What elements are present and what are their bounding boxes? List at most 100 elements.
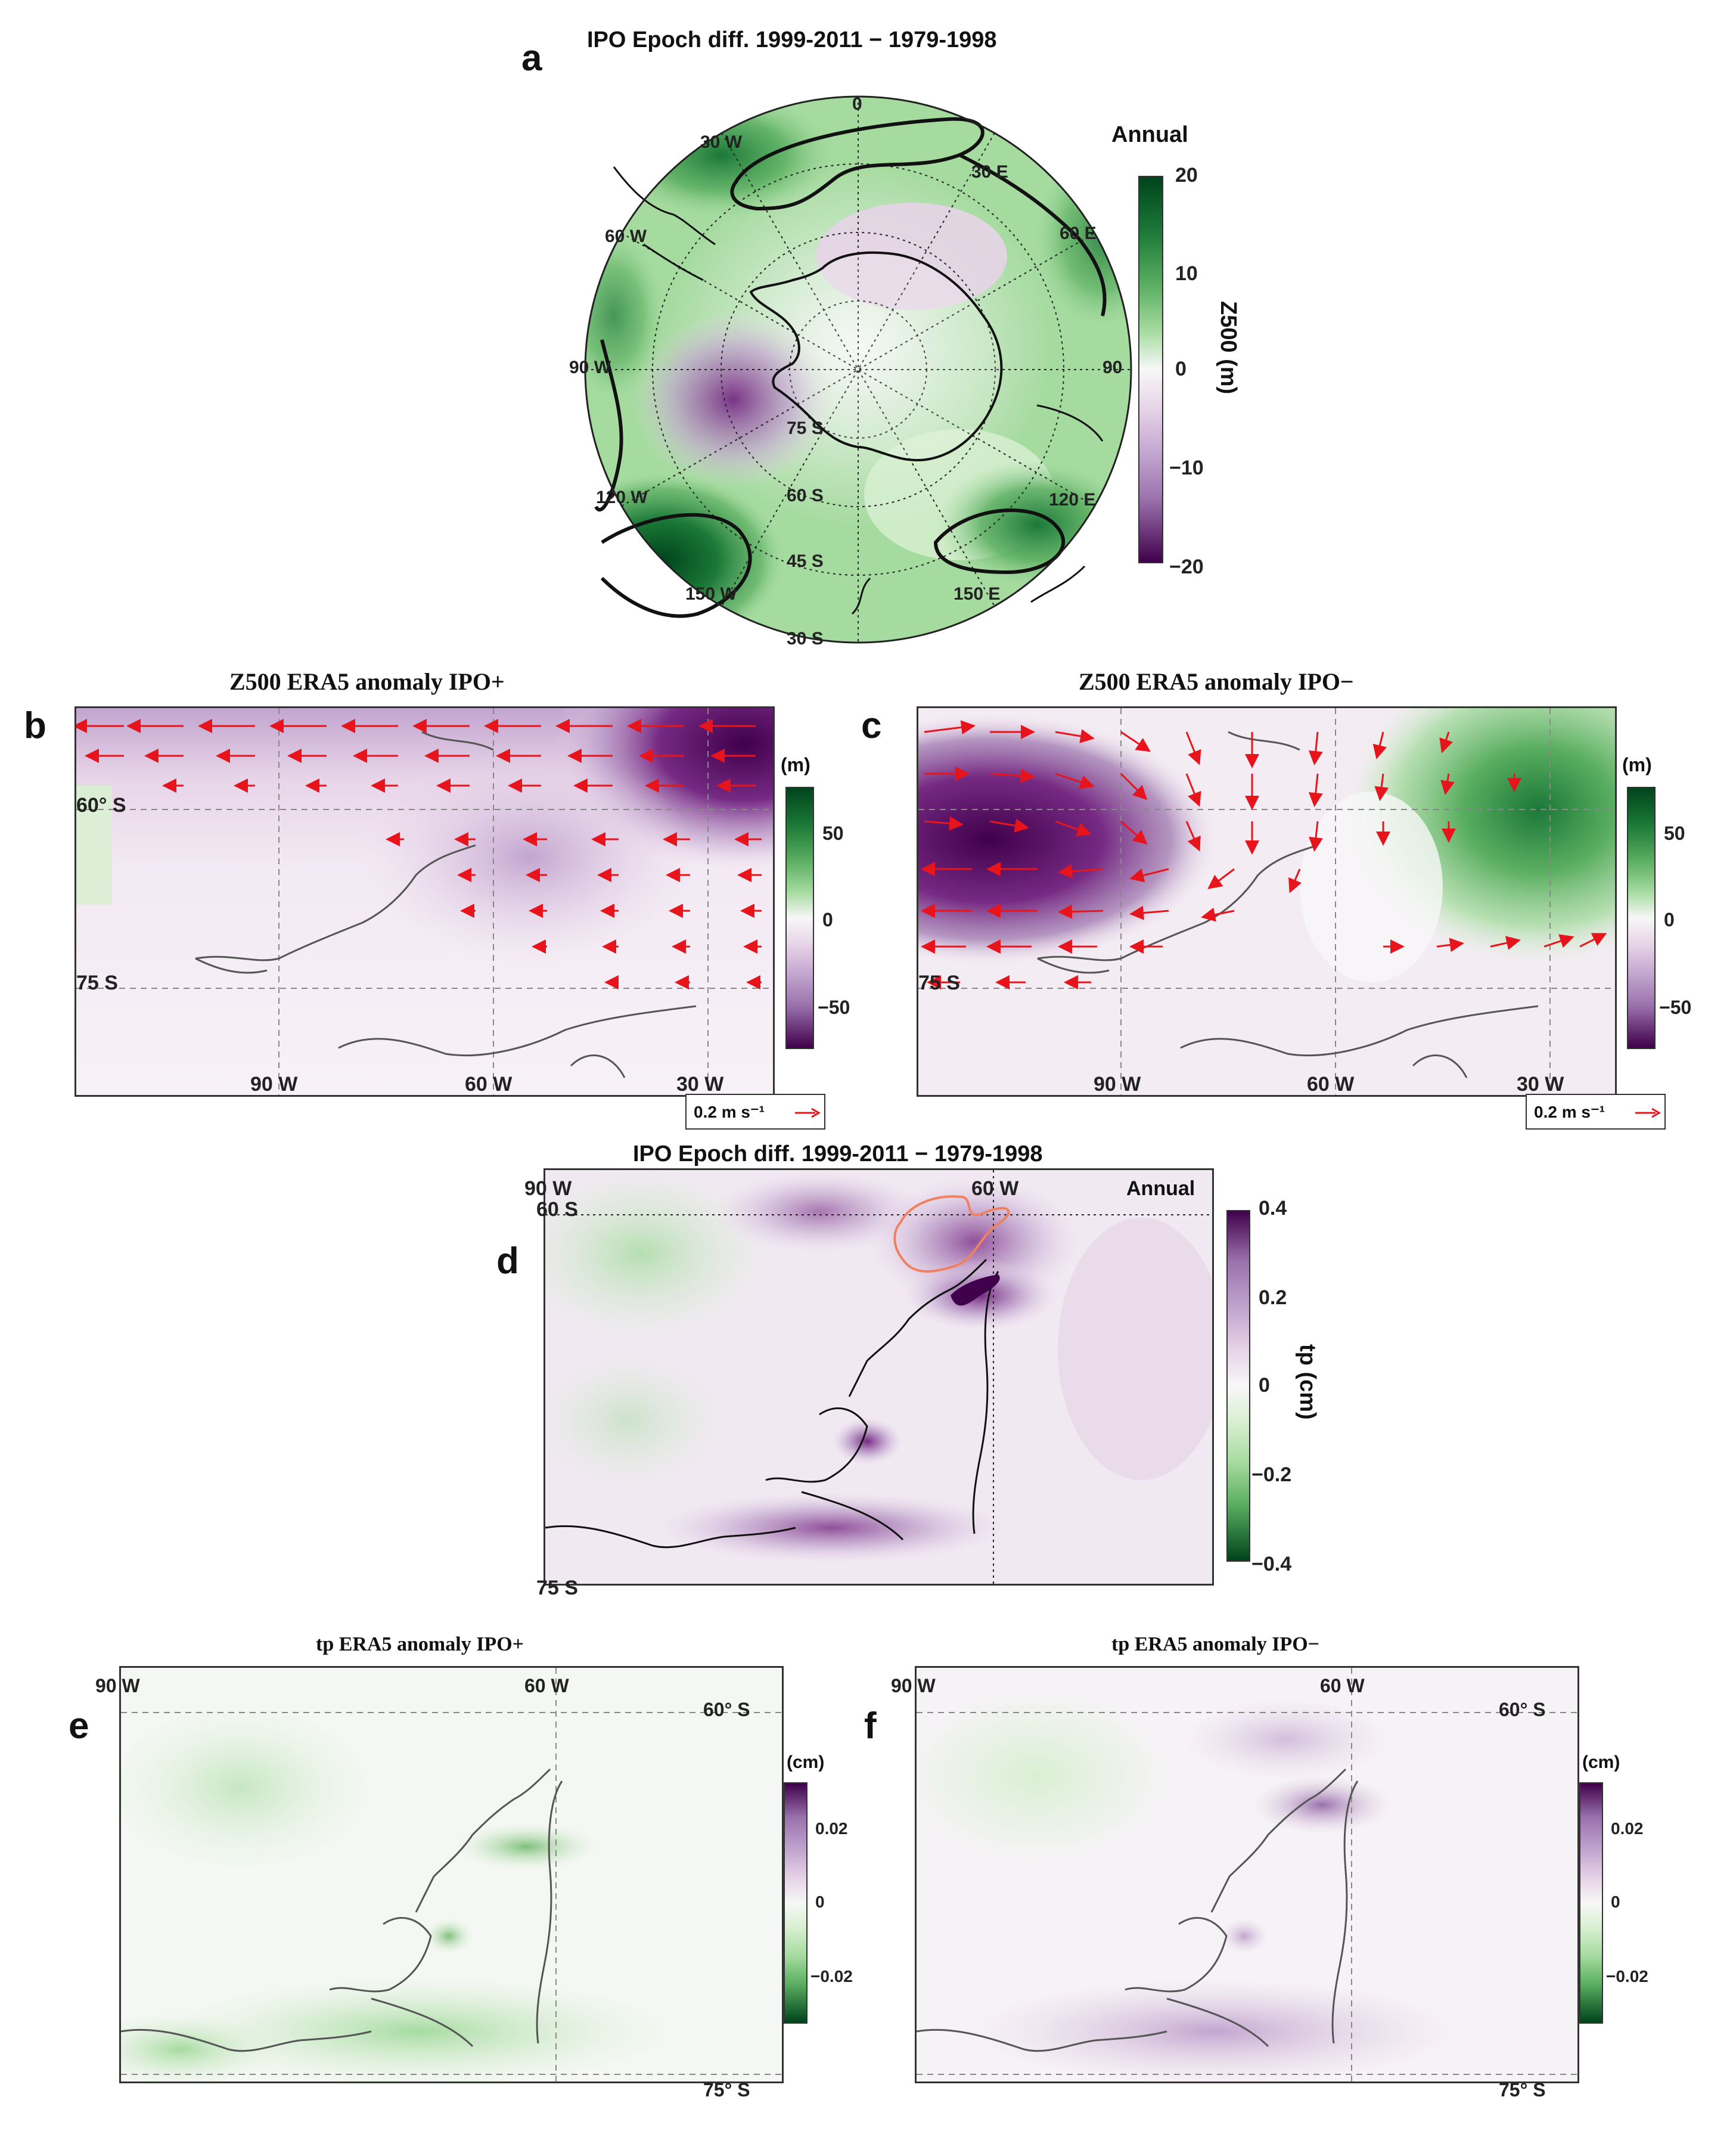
lon-label-120e: 120 E xyxy=(1049,490,1096,510)
e-colorbar-unit: (cm) xyxy=(787,1752,825,1772)
f-cb-tick-m002: −0.02 xyxy=(1606,1967,1648,1986)
e-lon-60w: 60 W xyxy=(524,1675,569,1696)
panel-c-letter: c xyxy=(861,705,882,746)
b-vector-key-label: 0.2 m s⁻¹ xyxy=(694,1103,765,1121)
cb-a-label: Z500 (m) xyxy=(1216,301,1241,395)
panel-d-letter: d xyxy=(496,1240,519,1282)
cb-a-tick-20: 20 xyxy=(1175,164,1198,187)
lat-label-45s: 45 S xyxy=(787,551,824,571)
panel-a-season: Annual xyxy=(1111,122,1188,147)
panel-a-letter: a xyxy=(521,38,542,79)
lon-label-120w: 120 W xyxy=(596,488,648,507)
e-lat-75s: 75° S xyxy=(703,2079,750,2101)
d-cb-tick-m02: −0.2 xyxy=(1251,1463,1292,1486)
panel-c-map xyxy=(917,706,1617,1097)
panel-d-title: IPO Epoch diff. 1999-2011 − 1979-1998 xyxy=(633,1141,1043,1167)
f-lat-60s: 60° S xyxy=(1499,1699,1546,1720)
lon-label-0: 0 xyxy=(852,94,862,114)
d-lat-60s: 60 S xyxy=(536,1198,578,1221)
panel-f-letter: f xyxy=(864,1705,877,1746)
lon-label-60e: 60 E xyxy=(1060,224,1097,243)
d-cb-label: tp (cm) xyxy=(1295,1344,1320,1420)
lon-label-30e: 30 E xyxy=(971,162,1008,182)
panel-f-title: tp ERA5 anomaly IPO− xyxy=(1111,1633,1320,1655)
lat-label-60s: 60 S xyxy=(787,486,824,505)
cb-a-tick-0: 0 xyxy=(1175,358,1187,380)
b-cb-tick-0: 0 xyxy=(822,909,833,930)
b-vector-key: 0.2 m s⁻¹ xyxy=(685,1094,825,1130)
antarctica-coastline xyxy=(749,251,1003,461)
f-colorbar xyxy=(1579,1782,1603,2024)
b-colorbar xyxy=(785,787,814,1049)
wind-vectors-ipo-plus xyxy=(76,719,762,989)
c-lon-30w: 30 W xyxy=(1517,1073,1564,1096)
b-lon-30w: 30 W xyxy=(676,1073,724,1096)
f-lon-90w: 90 W xyxy=(891,1675,936,1696)
b-lat-60s: 60° S xyxy=(76,794,126,817)
cb-a-tick-m10: −10 xyxy=(1169,457,1204,479)
cb-a-tick-m20: −20 xyxy=(1169,556,1204,578)
panel-d-map xyxy=(543,1168,1214,1586)
d-colorbar xyxy=(1226,1210,1250,1562)
c-lat-75s: 75 S xyxy=(918,972,960,994)
z500-colorbar xyxy=(1138,176,1163,563)
panel-b-letter: b xyxy=(24,705,46,746)
b-colorbar-unit: (m) xyxy=(781,754,810,775)
c-vector-key-label: 0.2 m s⁻¹ xyxy=(1534,1103,1605,1121)
d-cb-tick-0: 0 xyxy=(1259,1374,1270,1397)
c-vector-key: 0.2 m s⁻¹ xyxy=(1526,1094,1666,1130)
f-lat-75s: 75° S xyxy=(1499,2079,1546,2101)
d-cb-tick-04: 0.4 xyxy=(1259,1197,1287,1220)
b-lon-60w: 60 W xyxy=(465,1073,513,1096)
panel-e-title: tp ERA5 anomaly IPO+ xyxy=(316,1633,524,1655)
lat-label-30s: 30 S xyxy=(787,629,824,649)
d-cb-tick-m04: −0.4 xyxy=(1251,1553,1292,1575)
lat-label-75s: 75 S xyxy=(787,418,824,438)
c-cb-tick-m50: −50 xyxy=(1659,997,1692,1018)
b-cb-tick-m50: −50 xyxy=(818,997,850,1018)
c-vector-key-arrow xyxy=(1635,1108,1661,1118)
lon-label-150e: 150 E xyxy=(954,584,1001,604)
c-cb-tick-0: 0 xyxy=(1664,909,1675,930)
f-cb-tick-0: 0 xyxy=(1611,1893,1620,1911)
c-colorbar xyxy=(1627,787,1656,1049)
panel-d-season: Annual xyxy=(1126,1177,1195,1200)
panel-f-map xyxy=(915,1666,1579,2083)
panel-e-map xyxy=(119,1666,784,2083)
lon-label-150w: 150 W xyxy=(685,584,737,604)
e-cb-tick-m002: −0.02 xyxy=(810,1967,853,1986)
e-cb-tick-0: 0 xyxy=(815,1893,825,1911)
cb-a-tick-10: 10 xyxy=(1175,262,1198,285)
b-lat-75s: 75 S xyxy=(76,972,118,994)
c-colorbar-unit: (m) xyxy=(1622,754,1652,775)
c-lon-60w: 60 W xyxy=(1307,1073,1355,1096)
f-lon-60w: 60 W xyxy=(1320,1675,1365,1696)
panel-c-title: Z500 ERA5 anomaly IPO− xyxy=(1079,668,1354,695)
c-lon-90w: 90 W xyxy=(1094,1073,1141,1096)
f-cb-tick-002: 0.02 xyxy=(1611,1819,1644,1838)
panel-a-title: IPO Epoch diff. 1999-2011 − 1979-1998 xyxy=(587,27,997,52)
significance-contour xyxy=(893,1195,1010,1273)
d-lat-75s: 75 S xyxy=(536,1577,578,1599)
e-lon-90w: 90 W xyxy=(95,1675,140,1696)
d-lon-90w: 90 W xyxy=(524,1177,572,1200)
d-lon-60w: 60 W xyxy=(971,1177,1019,1200)
polar-map xyxy=(584,95,1132,644)
panel-e-letter: e xyxy=(69,1705,89,1746)
lon-label-90w: 90 W xyxy=(569,358,611,377)
e-cb-tick-002: 0.02 xyxy=(815,1819,848,1838)
panel-b-map xyxy=(74,706,775,1097)
lon-label-30w: 30 W xyxy=(700,132,743,152)
b-lon-90w: 90 W xyxy=(250,1073,298,1096)
c-cb-tick-50: 50 xyxy=(1664,823,1685,844)
lon-label-90: 90 xyxy=(1102,358,1123,377)
f-colorbar-unit: (cm) xyxy=(1582,1752,1620,1772)
e-lat-60s: 60° S xyxy=(703,1699,750,1720)
wind-vectors-ipo-minus xyxy=(921,720,1607,989)
e-colorbar xyxy=(784,1782,808,2024)
b-vector-key-arrow xyxy=(795,1108,821,1118)
lon-label-60w: 60 W xyxy=(605,227,647,246)
d-cb-tick-02: 0.2 xyxy=(1259,1286,1287,1309)
panel-b-title: Z500 ERA5 anomaly IPO+ xyxy=(229,668,505,695)
b-cb-tick-50: 50 xyxy=(822,823,844,844)
